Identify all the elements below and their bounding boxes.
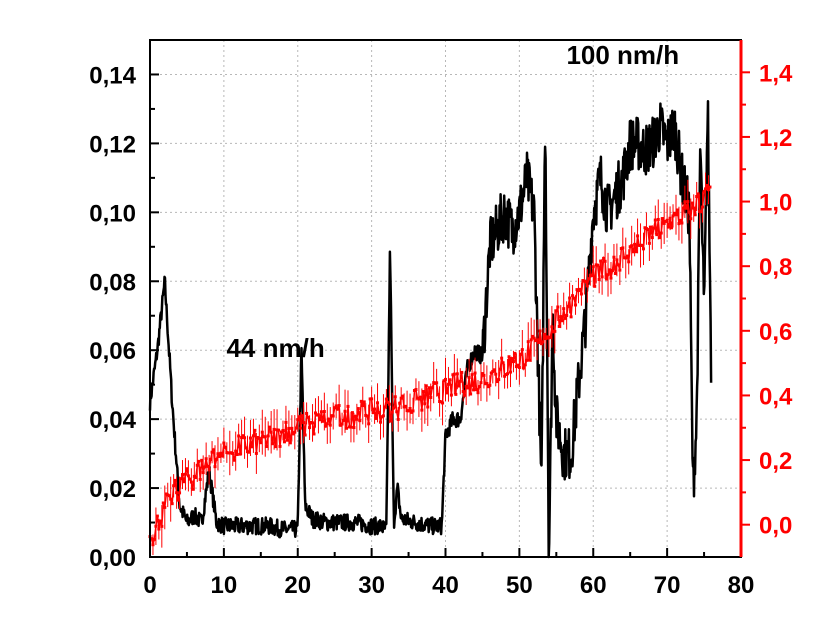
y-left-tick-label-4: 0,08	[89, 269, 136, 296]
x-tick-label-5: 50	[506, 572, 533, 599]
x-tick-label-4: 40	[432, 572, 459, 599]
gridlines	[150, 40, 741, 557]
axes: 0 10 20 30 40 50 60 70 80 0,00 0,02 0,04 0,06 0,08 0,1…	[89, 40, 793, 599]
y-left-tick-label-2: 0,04	[89, 407, 136, 434]
annotation-100nmh: 100 nm/h	[566, 40, 679, 70]
x-tick-label-2: 20	[284, 572, 311, 599]
series-left-line	[148, 99, 713, 559]
x-tick-label-3: 30	[358, 572, 385, 599]
series-right	[148, 172, 712, 555]
y-right-tick-label-3: 0,6	[759, 319, 792, 346]
annotation-44nmh: 44 nm/h	[226, 333, 324, 363]
y-right-tick-label-4: 0,8	[759, 254, 792, 281]
x-tick-label-8: 80	[728, 572, 755, 599]
series-right-line	[149, 183, 711, 545]
y-left-tick-label-6: 0,12	[89, 131, 136, 158]
y-left-tick-label-0: 0,00	[89, 545, 136, 572]
y-left-tick-label-1: 0,02	[89, 476, 136, 503]
y-right-tick-label-6: 1,2	[759, 125, 792, 152]
y-left-tick-label-3: 0,06	[89, 338, 136, 365]
y-right-tick-label-2: 0,4	[759, 383, 793, 410]
y-left-tick-label-5: 0,10	[89, 200, 136, 227]
y-right-tick-label-1: 0,2	[759, 448, 792, 475]
x-tick-label-1: 10	[211, 572, 238, 599]
x-tick-label-0: 0	[143, 572, 156, 599]
y-right-tick-label-0: 0,0	[759, 513, 792, 540]
x-tick-label-7: 70	[654, 572, 681, 599]
x-tick-label-6: 60	[580, 572, 607, 599]
y-left-tick-label-7: 0,14	[89, 62, 136, 89]
y-right-tick-label-7: 1,4	[759, 60, 793, 87]
y-right-tick-label-5: 1,0	[759, 190, 792, 217]
series-left	[148, 99, 713, 559]
